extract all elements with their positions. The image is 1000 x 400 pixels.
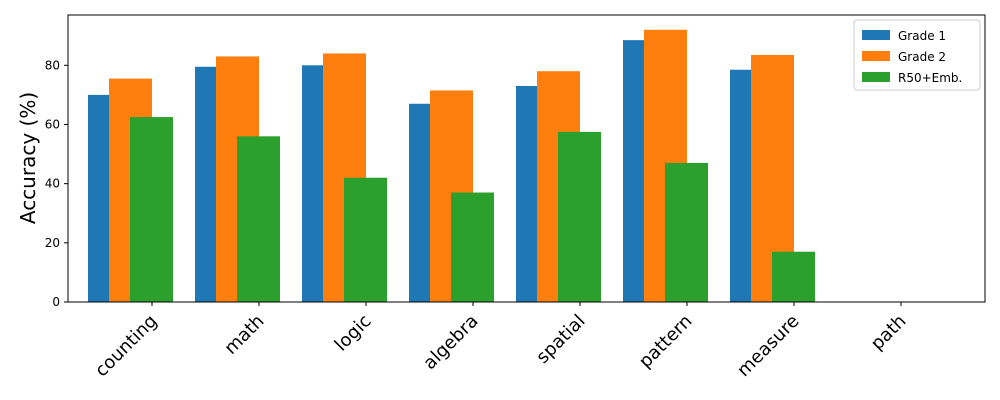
x-tick-label-math: math: [220, 311, 268, 359]
bar-logic-r50-emb-: [344, 177, 387, 302]
y-tick-label-60: 60: [45, 117, 60, 131]
legend-label-r50-emb-: R50+Emb.: [898, 71, 962, 85]
bar-counting-r50-emb-: [130, 117, 173, 302]
legend-swatch-grade-2: [862, 51, 890, 61]
bar-algebra-r50-emb-: [451, 192, 494, 302]
legend-label-grade-1: Grade 1: [898, 29, 946, 43]
x-tick-label-spatial: spatial: [532, 311, 589, 368]
bar-measure-r50-emb-: [772, 251, 815, 302]
y-axis-ticks: 0 20 40 60 80: [45, 58, 68, 309]
legend-swatch-r50-emb-: [862, 72, 890, 82]
x-tick-label-measure: measure: [733, 311, 803, 381]
x-tick-label-path: path: [867, 311, 911, 355]
x-tick-label-counting: counting: [91, 311, 161, 381]
bar-math-r50-emb-: [237, 136, 280, 302]
y-tick-label-20: 20: [45, 236, 60, 250]
legend-swatch-grade-1: [862, 30, 890, 40]
y-tick-label-0: 0: [52, 295, 60, 309]
plot-frame: [67, 14, 986, 303]
y-tick-label-40: 40: [45, 177, 60, 191]
x-tick-label-logic: logic: [331, 311, 376, 356]
y-tick-label-80: 80: [45, 58, 60, 72]
bar-spatial-r50-emb-: [558, 131, 601, 302]
x-tick-label-pattern: pattern: [635, 311, 697, 373]
bar-pattern-r50-emb-: [665, 162, 708, 302]
legend: Grade 1 Grade 2 R50+Emb.: [853, 19, 981, 91]
bars-group: [88, 29, 815, 303]
x-axis-ticks: counting math logic algebra spatial pattern me…: [91, 302, 911, 381]
x-tick-label-algebra: algebra: [419, 311, 482, 374]
y-axis-label: Accuracy (%): [16, 92, 40, 224]
legend-label-grade-2: Grade 2: [898, 50, 946, 64]
